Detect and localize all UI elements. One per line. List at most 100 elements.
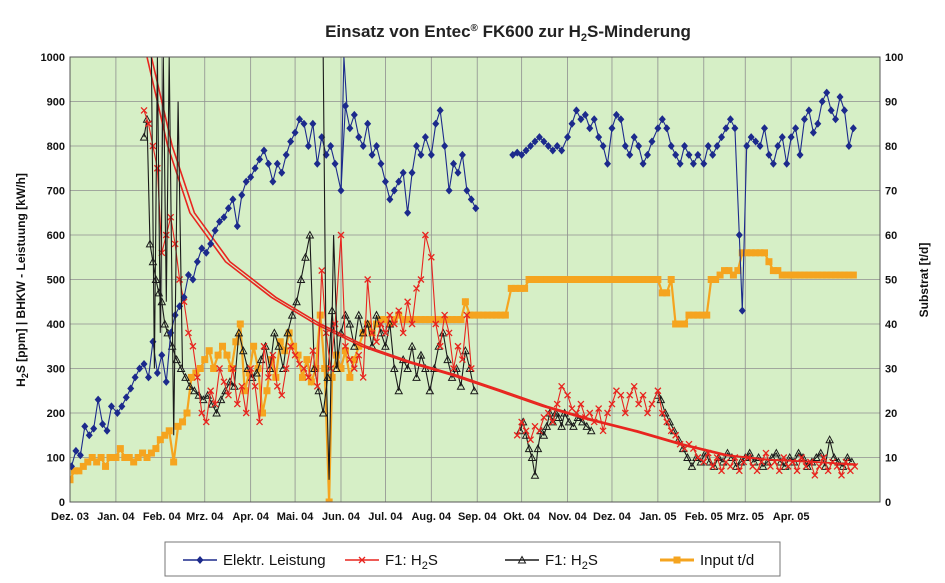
data-point <box>179 418 187 426</box>
data-point <box>753 467 761 475</box>
data-point <box>256 155 264 164</box>
data-point <box>743 249 751 257</box>
data-point <box>294 351 302 359</box>
data-point <box>793 467 801 475</box>
data-point <box>236 320 244 328</box>
spike-line <box>340 57 348 191</box>
data-point <box>809 271 817 279</box>
data-point <box>145 239 155 248</box>
data-point <box>233 222 241 231</box>
data-point <box>448 316 456 324</box>
legend-marker <box>517 555 527 564</box>
data-point <box>94 395 102 404</box>
data-point <box>143 454 151 461</box>
data-point <box>469 386 479 395</box>
data-point <box>832 115 840 124</box>
data-point <box>595 405 603 413</box>
data-point <box>425 386 435 395</box>
data-point <box>457 316 465 324</box>
data-point <box>760 124 768 133</box>
data-point <box>818 271 826 279</box>
legend-label-end: S <box>588 552 598 569</box>
data-point <box>827 106 835 115</box>
series-line <box>519 410 592 476</box>
data-point <box>552 276 560 283</box>
data-point <box>300 365 308 372</box>
data-point <box>635 400 643 408</box>
data-point <box>174 422 182 430</box>
data-point <box>140 106 148 114</box>
data-point <box>590 115 598 124</box>
y-axis-left-label: H2S [ppm] | BHKW - Leistuung [kW/h] <box>14 173 30 387</box>
legend-marker <box>358 556 366 564</box>
data-point <box>815 462 823 470</box>
data-point <box>260 342 268 350</box>
data-point <box>214 351 222 359</box>
y-right-tick-label: 100 <box>885 52 903 64</box>
data-point <box>729 271 737 279</box>
y-left-tick-label: 0 <box>59 497 65 509</box>
data-point <box>139 132 149 141</box>
legend-item: F1: H2S <box>345 552 438 572</box>
data-point <box>395 307 403 315</box>
data-point <box>816 448 826 457</box>
y-left-tick-label: 300 <box>47 364 65 376</box>
data-point <box>700 458 708 466</box>
data-point <box>278 168 286 177</box>
data-point <box>121 454 129 461</box>
data-point <box>412 372 421 381</box>
data-point <box>458 150 466 159</box>
data-point <box>805 106 813 115</box>
data-point <box>189 342 197 350</box>
data-point <box>726 462 734 470</box>
data-point <box>216 395 226 404</box>
data-point <box>216 365 224 372</box>
data-point <box>601 276 609 283</box>
data-point <box>800 115 808 124</box>
data-point <box>291 128 299 137</box>
data-point <box>685 311 693 319</box>
data-point <box>373 320 381 328</box>
data-point <box>145 120 152 128</box>
data-point <box>547 276 555 283</box>
data-point <box>811 452 821 461</box>
y-right-tick-label: 30 <box>885 364 897 376</box>
data-point <box>747 133 755 142</box>
data-point <box>161 431 169 439</box>
data-point <box>381 341 390 350</box>
data-point <box>569 276 577 283</box>
data-point <box>224 204 232 213</box>
data-point <box>153 164 161 172</box>
data-point <box>116 445 124 453</box>
data-point <box>90 424 98 433</box>
data-point <box>760 249 768 257</box>
data-point <box>618 276 626 283</box>
data-point <box>689 159 697 168</box>
data-point <box>614 276 622 283</box>
data-point <box>604 159 612 168</box>
x-tick-label: Mrz. 04 <box>186 511 224 523</box>
data-point <box>814 271 822 279</box>
data-point <box>408 168 416 177</box>
data-point <box>287 342 295 350</box>
legend-label-main: F1: H <box>545 552 582 569</box>
data-point <box>578 417 587 426</box>
data-point <box>756 249 764 257</box>
data-point <box>296 274 306 283</box>
data-point <box>581 110 589 119</box>
data-point <box>216 217 224 226</box>
data-point <box>333 351 341 359</box>
data-point <box>454 168 462 177</box>
data-point <box>507 284 515 292</box>
y-left-tick-label: 600 <box>47 230 65 242</box>
x-tick-label: Dez. 03 <box>51 511 89 523</box>
data-point <box>162 231 170 239</box>
y-left-tick-label: 100 <box>47 453 65 465</box>
data-point <box>627 276 635 283</box>
legend-marker <box>673 556 681 564</box>
data-point <box>220 378 228 386</box>
data-point <box>738 306 746 315</box>
data-point <box>436 106 444 115</box>
data-point <box>359 373 367 381</box>
data-point <box>220 213 228 222</box>
